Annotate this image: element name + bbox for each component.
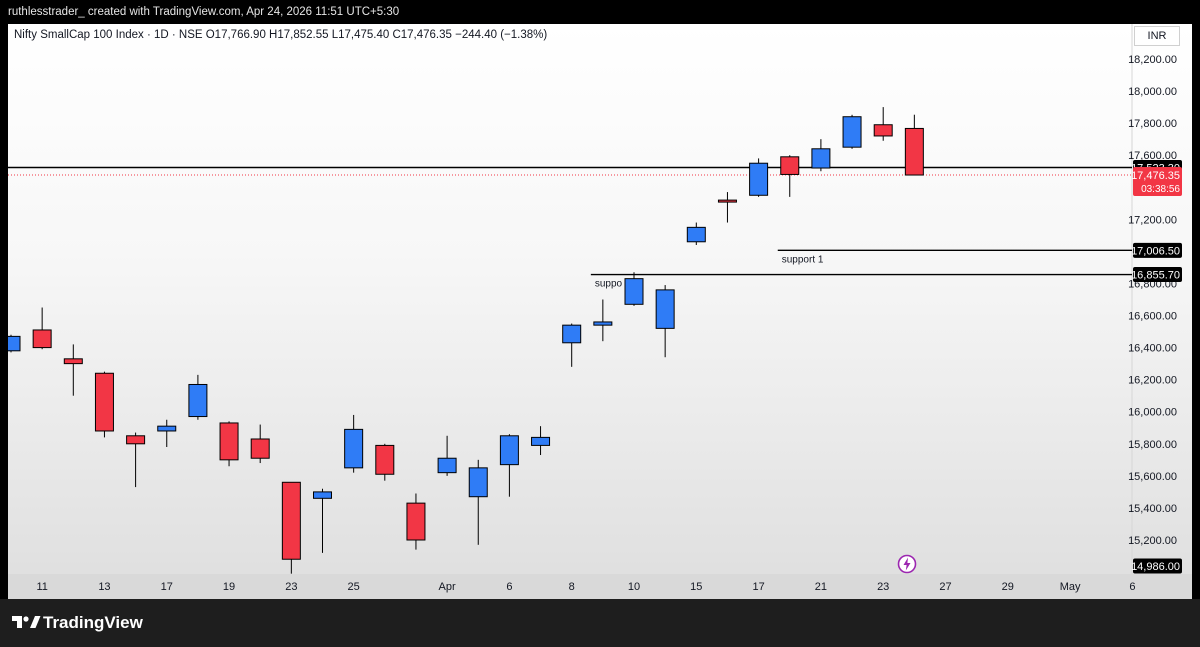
candle-body <box>188 383 208 418</box>
candle-body <box>655 289 675 329</box>
x-tick-label: 17 <box>752 581 764 593</box>
brand-name: TradingView <box>43 613 144 632</box>
candle-body <box>281 481 301 560</box>
x-tick-label: 6 <box>506 581 512 593</box>
x-tick-label: 13 <box>98 581 110 593</box>
x-tick-label: 23 <box>877 581 889 593</box>
candle-body <box>8 335 21 352</box>
candle-body <box>219 422 239 461</box>
last-price-label-bg <box>1133 167 1182 197</box>
y-tick-label: 18,200.00 <box>1128 54 1177 66</box>
y-tick-label: 18,000.00 <box>1128 86 1177 98</box>
horizontal-line-text-3: suppo <box>595 279 623 290</box>
time-axis-background <box>8 574 1192 599</box>
currency-label[interactable]: INR <box>1134 26 1180 46</box>
y-tick-label: 16,400.00 <box>1128 343 1177 355</box>
chart-area[interactable]: support 1 suppo 18,200.00 18,000.00 17,800.0… <box>8 24 1192 599</box>
y-tick-label: 17,800.00 <box>1128 118 1177 130</box>
tradingview-logo-icon[interactable]: TradingView <box>10 609 160 635</box>
candle-body <box>437 457 457 474</box>
symbol-legend: Nifty SmallCap 100 Index · 1D · NSE O17,… <box>14 29 548 41</box>
horizontal-line-price-label-3: 16,855.70 <box>1131 270 1180 282</box>
candle-body <box>375 444 395 475</box>
x-tick-label: 19 <box>223 581 235 593</box>
candle-body <box>811 148 831 169</box>
x-tick-label: 11 <box>36 581 47 593</box>
candle-body <box>406 502 426 541</box>
candle-body <box>904 127 924 176</box>
x-tick-label: 29 <box>1002 581 1014 593</box>
bottom-price-label-bg <box>1133 558 1182 574</box>
candle-body <box>749 162 769 196</box>
x-tick-label: 21 <box>815 581 827 593</box>
x-tick-label: 6 <box>1129 581 1135 593</box>
candle-body <box>344 428 364 469</box>
x-tick-label: 17 <box>161 581 173 593</box>
y-tick-label: 17,200.00 <box>1128 214 1177 226</box>
candle-body <box>593 321 613 326</box>
candle-body <box>157 425 177 432</box>
horizontal-line-price-label-2: 17,006.50 <box>1131 245 1180 257</box>
last-price-countdown: 03:38:56 <box>1141 184 1180 195</box>
candle-body <box>562 324 582 344</box>
x-tick-label: May <box>1060 581 1081 593</box>
x-tick-label: 10 <box>628 581 640 593</box>
horizontal-line-price-label-2-bg <box>1133 242 1182 258</box>
y-tick-label: 16,000.00 <box>1128 407 1177 419</box>
x-tick-label: 23 <box>285 581 297 593</box>
x-tick-label: 8 <box>569 581 575 593</box>
last-price-label: 17,476.35 <box>1131 170 1180 182</box>
bottom-price-label: 14,986.00 <box>1131 561 1180 573</box>
candlestick-chart[interactable]: support 1 suppo 18,200.00 18,000.00 17,800.0… <box>8 24 1192 599</box>
candle-body <box>468 467 488 498</box>
y-tick-label: 15,600.00 <box>1128 471 1177 483</box>
footer-bar: TradingView <box>0 599 1200 647</box>
lightning-icon[interactable] <box>897 554 917 574</box>
candle-body <box>531 436 551 446</box>
x-tick-label: 27 <box>939 581 951 593</box>
candle-body <box>624 278 644 305</box>
candle-body <box>499 435 519 466</box>
candle-body <box>842 116 862 148</box>
x-tick-label: 25 <box>348 581 360 593</box>
candle-body <box>717 199 737 203</box>
y-tick-label: 16,600.00 <box>1128 311 1177 323</box>
candle-body <box>873 124 893 137</box>
header-text: ruthlesstrader_ created with TradingView… <box>8 6 400 18</box>
y-tick-label: 15,200.00 <box>1128 535 1177 547</box>
candle-body <box>250 438 270 459</box>
y-tick-label: 15,800.00 <box>1128 439 1177 451</box>
x-tick-label: Apr <box>439 581 456 593</box>
horizontal-line-price-label-3-bg <box>1133 267 1182 283</box>
candle-body <box>780 156 800 175</box>
y-tick-label: 16,200.00 <box>1128 375 1177 387</box>
x-tick-label: 15 <box>690 581 702 593</box>
candle-body <box>63 358 83 365</box>
y-tick-label: 17,600.00 <box>1128 150 1177 162</box>
candle-body <box>313 491 332 499</box>
header-bar: ruthlesstrader_ created with TradingView… <box>0 0 1200 24</box>
candle-body <box>686 226 706 243</box>
horizontal-line-text-2: support 1 <box>782 254 824 265</box>
y-tick-label: 15,400.00 <box>1128 503 1177 515</box>
candle-body <box>94 372 114 432</box>
candle-body <box>126 435 146 445</box>
candle-body <box>32 329 52 349</box>
